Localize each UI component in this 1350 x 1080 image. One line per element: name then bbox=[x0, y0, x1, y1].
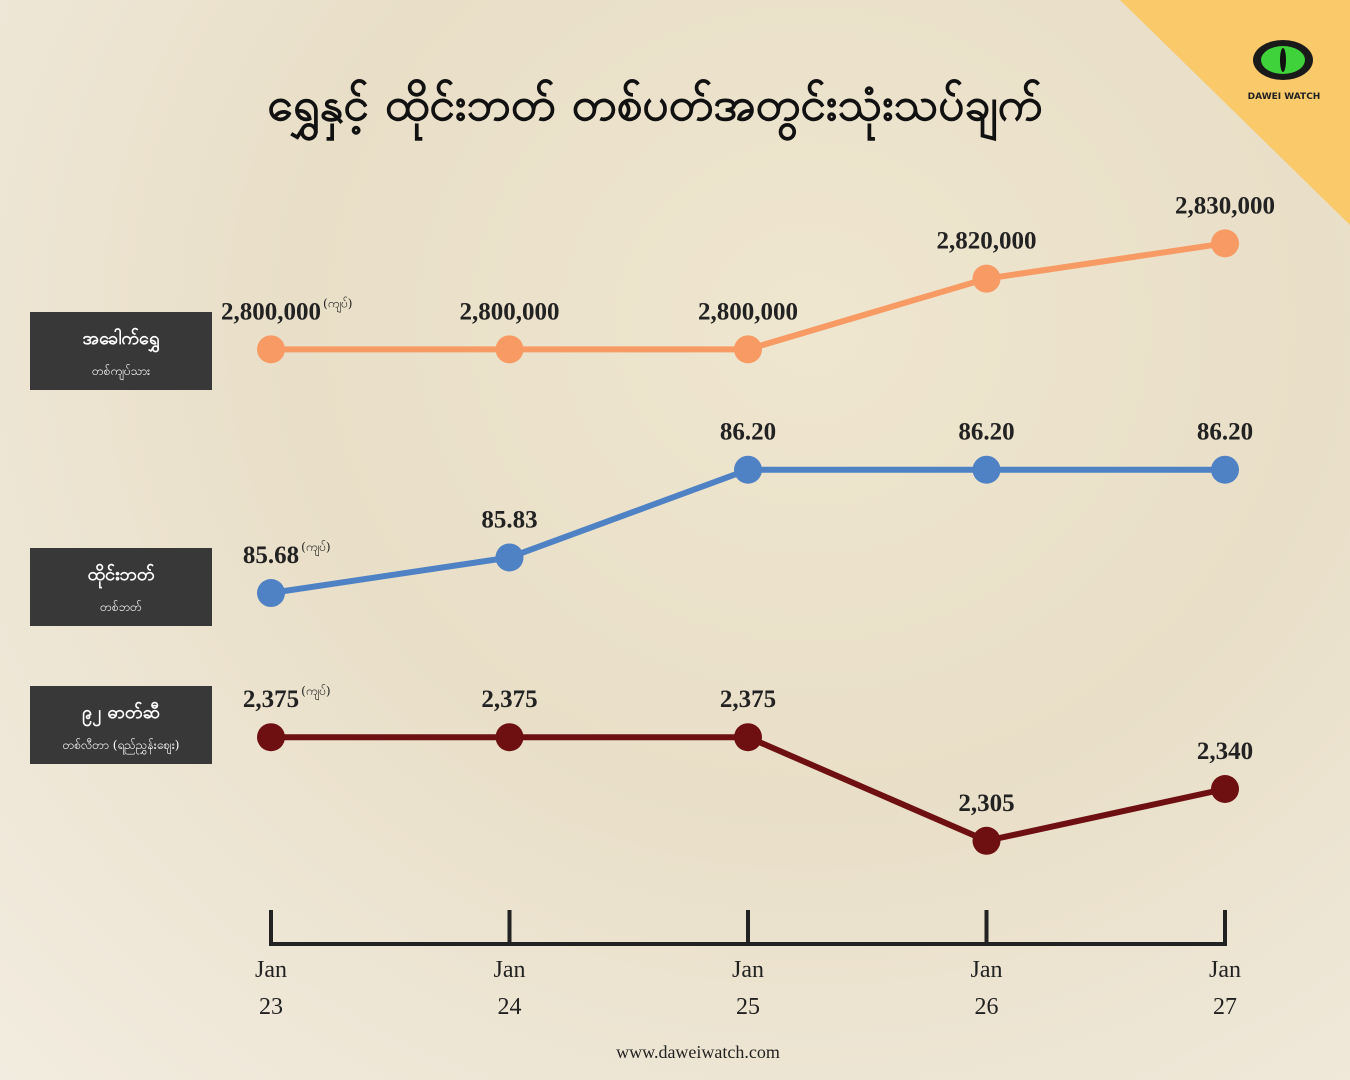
unit-label: (ကျပ်) bbox=[301, 539, 330, 557]
series-label: ၉၂ ဓာတ်ဆီ bbox=[82, 702, 160, 723]
series-label-box: ထိုင်းဘတ်တစ်ဘတ် bbox=[30, 548, 212, 626]
line bbox=[270, 466, 1225, 596]
x-tick-label: Jan 26 bbox=[970, 957, 1003, 1020]
point bbox=[495, 723, 524, 752]
value-label: 85.68 bbox=[243, 542, 299, 569]
point bbox=[972, 826, 1001, 855]
point bbox=[1211, 455, 1239, 484]
value-label: 2,375 bbox=[720, 686, 776, 713]
value-label: 86.20 bbox=[720, 419, 776, 446]
value-label: 2,820,000 bbox=[937, 228, 1037, 255]
series-label-box: အခေါက်ရွှေတစ်ကျပ်သား bbox=[30, 312, 212, 390]
series-sublabel: တစ်လီတာ (ရည်ညွှန်းဈေး) bbox=[62, 738, 180, 752]
x-tick-label: Jan 25 bbox=[732, 957, 764, 1020]
point bbox=[972, 264, 1001, 293]
value-label: 86.20 bbox=[1197, 419, 1253, 446]
point bbox=[257, 335, 285, 364]
x-tick-label: Jan 27 bbox=[1209, 957, 1241, 1020]
line bbox=[271, 240, 1226, 353]
corner-decoration bbox=[1120, 0, 1350, 225]
x-tick-label: Jan 24 bbox=[493, 957, 526, 1020]
series-label-box: ၉၂ ဓာတ်ဆီတစ်လီတာ (ရည်ညွှန်းဈေး) bbox=[30, 686, 212, 764]
point bbox=[734, 455, 762, 484]
value-label: 2,305 bbox=[958, 790, 1014, 817]
point bbox=[1211, 229, 1239, 258]
title: ရွှေနှင့် ထိုင်းဘတ် တစ်ပတ်အတွင်းသုံးသပ်ခ… bbox=[267, 77, 1042, 142]
series-label: ထိုင်းဘတ် bbox=[87, 564, 155, 585]
series-sublabel: တစ်ကျပ်သား bbox=[91, 364, 151, 378]
point bbox=[495, 335, 524, 364]
point bbox=[257, 723, 285, 752]
value-label: 2,800,000 bbox=[221, 298, 321, 325]
series-sublabel: တစ်ဘတ် bbox=[100, 600, 142, 614]
line bbox=[271, 734, 1226, 844]
value-label: 2,800,000 bbox=[460, 298, 560, 325]
logo-text: DAWEI WATCH bbox=[1248, 92, 1321, 102]
value-label: 2,830,000 bbox=[1175, 192, 1275, 219]
point bbox=[734, 335, 762, 364]
unit-label: (ကျပ်) bbox=[301, 683, 330, 701]
series-label: အခေါက်ရွှေ bbox=[82, 328, 160, 349]
value-label: 85.83 bbox=[481, 506, 537, 533]
unit-label: (ကျပ်) bbox=[323, 295, 352, 313]
value-label: 2,375 bbox=[481, 686, 537, 713]
point bbox=[734, 723, 762, 752]
value-label: 86.20 bbox=[958, 419, 1014, 446]
point bbox=[495, 543, 524, 572]
value-label: 2,800,000 bbox=[698, 298, 798, 325]
logo-pupil bbox=[1280, 48, 1286, 72]
point bbox=[257, 579, 285, 608]
point bbox=[1211, 775, 1239, 803]
value-label: 2,375 bbox=[243, 686, 299, 713]
x-tick-label: Jan 23 bbox=[255, 957, 287, 1020]
footer: www.daweiwatch.com bbox=[616, 1042, 780, 1062]
point bbox=[972, 455, 1001, 484]
value-label: 2,340 bbox=[1197, 738, 1253, 765]
